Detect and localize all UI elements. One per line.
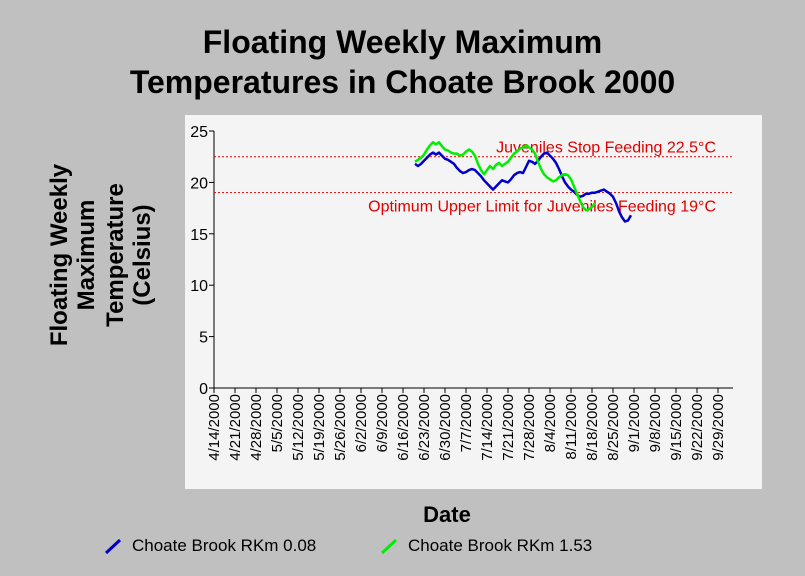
x-tick-label: 4/14/2000 [206, 394, 223, 461]
legend-swatch-rkm-1-53 [380, 538, 398, 555]
legend-swatch-rkm-0-08 [104, 538, 122, 555]
chart-title: Floating Weekly Maximum Temperatures in … [0, 22, 805, 102]
plot-background [185, 115, 762, 489]
legend-item-rkm-1-53: Choate Brook RKm 1.53 [380, 536, 592, 556]
legend-label-rkm-1-53: Choate Brook RKm 1.53 [408, 536, 593, 555]
y-axis-title-line-3: Temperature [102, 183, 129, 327]
y-tick-label: 15 [190, 227, 208, 244]
x-tick-label: 8/18/2000 [584, 394, 601, 461]
x-tick-label: 5/19/2000 [311, 394, 328, 461]
x-tick-label: 5/26/2000 [332, 394, 349, 461]
x-tick-label: 7/7/2000 [458, 394, 475, 452]
x-tick-label: 7/28/2000 [521, 394, 538, 461]
y-axis-title-line-4: (Celsius) [129, 204, 156, 305]
x-tick-label: 8/4/2000 [542, 394, 559, 452]
axes: 0 5 10 15 20 25 4/14/2000 4/21/2000 4/28/2000 5/5… [190, 124, 733, 461]
y-tick-label: 25 [190, 124, 208, 141]
x-tick-label: 8/11/2000 [563, 394, 580, 460]
series-line [414, 141, 597, 212]
y-tick-label: 10 [190, 278, 208, 295]
reference-line-label: Optimum Upper Limit for Juveniles Feedin… [368, 199, 716, 216]
reference-lines: Juveniles Stop Feeding 22.5°C Optimum Upp… [214, 140, 733, 216]
x-tick-label: 6/30/2000 [437, 394, 454, 461]
x-axis-title: Date [423, 502, 471, 527]
y-tick-label: 20 [190, 175, 208, 192]
y-axis-title-line-2: Maximum [73, 200, 100, 311]
x-tick-label: 9/15/2000 [668, 394, 685, 461]
legend-label-rkm-0-08: Choate Brook RKm 0.08 [132, 536, 317, 555]
legend-item-rkm-0-08: Choate Brook RKm 0.08 [104, 536, 316, 556]
x-tick-label: 6/23/2000 [416, 394, 433, 461]
y-tick-label: 5 [199, 330, 208, 347]
x-tick-label: 9/22/2000 [689, 394, 706, 461]
x-tick-label: 4/21/2000 [227, 394, 244, 461]
series-layer [414, 141, 633, 223]
x-tick-label: 5/5/2000 [269, 394, 286, 452]
y-axis-title: Floating Weekly Maximum Temperature (Cel… [38, 120, 198, 390]
x-tick-label: 7/21/2000 [500, 394, 517, 461]
x-tick-label: 9/8/2000 [647, 394, 664, 452]
chart-title-line-2: Temperatures in Choate Brook 2000 [129, 64, 676, 100]
x-tick-label: 6/16/2000 [395, 394, 412, 461]
x-tick-label: 4/28/2000 [248, 394, 265, 461]
y-tick-label: 0 [199, 381, 208, 398]
chart-title-line-1: Floating Weekly Maximum [202, 24, 603, 60]
x-tick-label: 6/2/2000 [353, 394, 370, 452]
reference-line-label: Juveniles Stop Feeding 22.5°C [496, 140, 716, 157]
x-tick-label: 9/29/2000 [710, 394, 727, 461]
x-tick-label: 9/1/2000 [626, 394, 643, 452]
x-tick-label: 6/9/2000 [374, 394, 391, 452]
y-axis-title-line-1: Floating Weekly [46, 163, 73, 346]
x-tick-label: 8/25/2000 [605, 394, 622, 461]
x-tick-label: 5/12/2000 [290, 394, 307, 461]
x-tick-label: 7/14/2000 [479, 394, 496, 461]
series-line [414, 151, 633, 223]
